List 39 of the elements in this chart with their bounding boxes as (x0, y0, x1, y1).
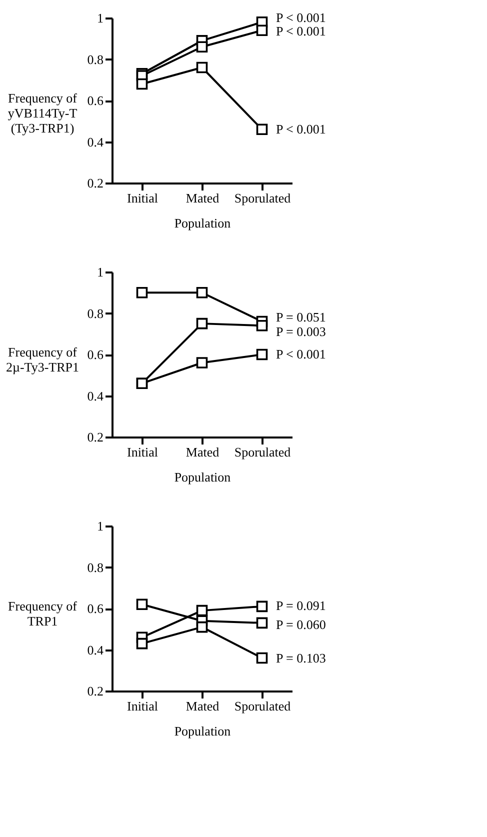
y-tick-label: 0.6 (87, 601, 104, 616)
y-tick-label: 1 (97, 10, 104, 26)
annotation: P = 0.060 (276, 617, 326, 632)
y-tick-label: 0.8 (87, 560, 104, 575)
y-tick-label: 0.2 (87, 430, 104, 444)
y-tick-label: 0.8 (87, 52, 104, 67)
x-tick-label: Sporulated (234, 444, 292, 460)
y-tick-label: 0.4 (87, 642, 104, 658)
x-tick-label: Sporulated (234, 698, 292, 714)
y-axis-title: Frequency of 2µ-Ty3-TRP1 (6, 344, 80, 374)
y-tick-label: 1 (97, 518, 104, 534)
x-tick-label: Mated (186, 444, 220, 460)
y-axis-title: Frequency of yVB114Ty-T (Ty3-TRP1) (8, 90, 78, 136)
x-tick-label: Initial (126, 190, 158, 206)
x-tick-label: Sporulated (234, 190, 292, 206)
annotation: P < 0.001 (276, 10, 326, 25)
annotation: P < 0.001 (276, 346, 326, 362)
x-axis-title: Population (174, 216, 232, 230)
x-axis-title: Population (174, 724, 232, 738)
y-tick-label: 0.6 (87, 93, 104, 108)
x-tick-label: Mated (186, 698, 220, 714)
x-tick-label: Initial (126, 698, 158, 714)
x-tick-label: Initial (126, 444, 158, 460)
y-tick-label: 0.8 (87, 306, 104, 321)
y-tick-label: 0.2 (87, 684, 104, 698)
y-tick-label: 0.4 (87, 388, 104, 404)
y-tick-label: 0.6 (87, 347, 104, 362)
x-axis-title: Population (174, 470, 232, 484)
x-tick-label: Mated (186, 190, 220, 206)
annotation: P = 0.091 (276, 598, 326, 613)
y-tick-label: 1 (97, 264, 104, 280)
annotation: P < 0.001 (276, 121, 326, 136)
annotation: P = 0.051 (276, 309, 326, 324)
y-tick-label: 0.2 (87, 176, 104, 190)
annotation: P = 0.003 (276, 324, 326, 339)
y-tick-label: 0.4 (87, 134, 104, 150)
y-axis-title: Frequency of TRP1 (8, 598, 78, 628)
annotation: P < 0.001 (276, 23, 326, 38)
annotation: P = 0.103 (276, 650, 326, 666)
